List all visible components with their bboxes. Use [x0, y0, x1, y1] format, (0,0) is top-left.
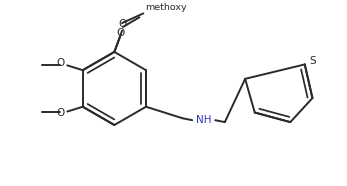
Text: O: O	[116, 28, 124, 38]
Text: S: S	[309, 56, 316, 66]
Text: NH: NH	[196, 115, 211, 125]
Text: O: O	[56, 58, 65, 68]
Text: O: O	[118, 19, 126, 29]
Text: O: O	[56, 108, 65, 118]
Text: methoxy: methoxy	[145, 3, 187, 12]
